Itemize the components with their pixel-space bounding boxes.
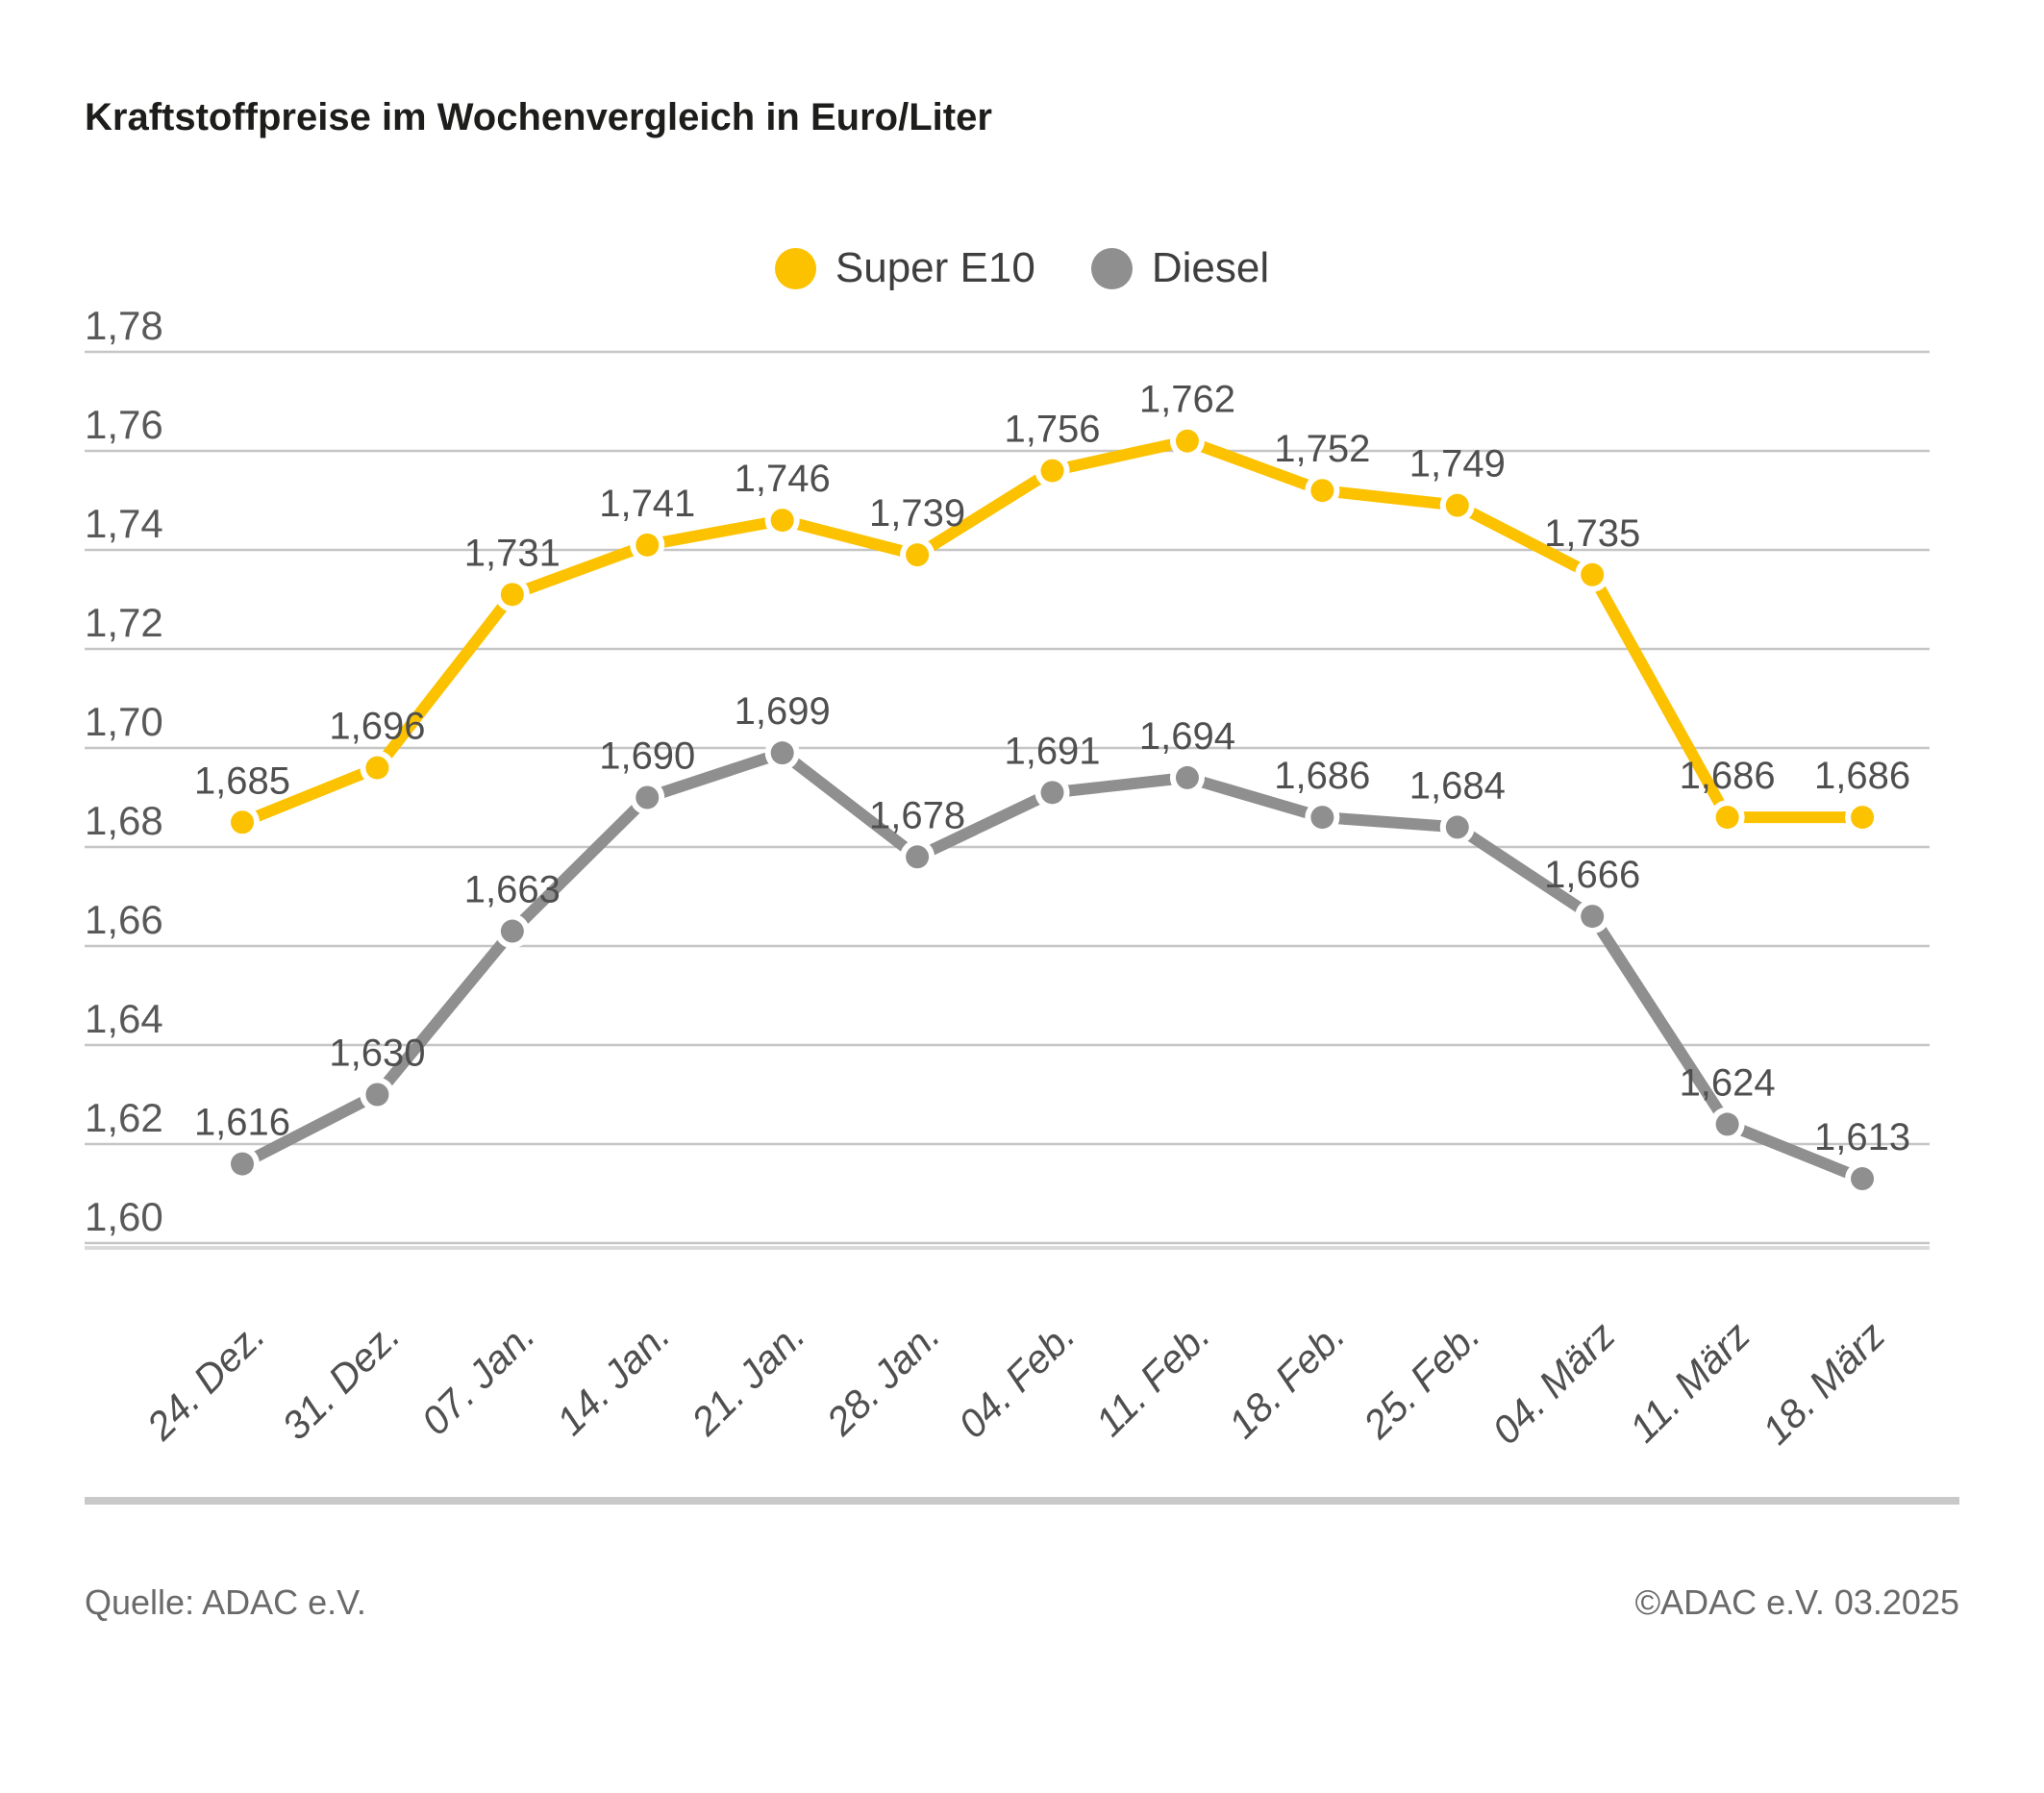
data-point-marker-diesel	[1851, 1167, 1875, 1191]
x-tick-label: 21. Jan.	[683, 1313, 813, 1444]
data-point-label-diesel: 1,691	[1004, 730, 1100, 772]
data-point-label-super-e10: 1,686	[1680, 755, 1776, 797]
data-point-marker-super-e10	[1040, 459, 1064, 483]
data-point-label-super-e10: 1,762	[1139, 379, 1235, 421]
footer-source: Quelle: ADAC e.V.	[85, 1582, 366, 1622]
x-tick-label: 28. Jan.	[817, 1313, 948, 1444]
data-point-marker-diesel	[906, 845, 930, 869]
y-tick-label: 1,64	[85, 996, 163, 1041]
data-point-marker-diesel	[1715, 1112, 1739, 1136]
y-tick-label: 1,62	[85, 1095, 163, 1140]
data-point-marker-diesel	[1581, 905, 1605, 929]
data-point-marker-diesel	[636, 785, 660, 809]
data-point-marker-super-e10	[636, 533, 660, 557]
data-point-marker-diesel	[500, 919, 524, 943]
data-point-label-diesel: 1,666	[1544, 854, 1640, 896]
data-point-label-super-e10: 1,685	[194, 760, 290, 802]
data-point-marker-super-e10	[1851, 806, 1875, 830]
y-tick-label: 1,60	[85, 1194, 163, 1239]
legend-label-diesel: Diesel	[1151, 244, 1270, 291]
data-point-marker-super-e10	[500, 583, 524, 607]
legend-label-super-e10: Super E10	[835, 244, 1035, 291]
data-point-label-super-e10: 1,731	[464, 532, 561, 574]
data-point-label-diesel: 1,624	[1680, 1061, 1776, 1104]
legend-item-super-e10: Super E10	[774, 244, 1035, 292]
data-point-marker-super-e10	[1175, 429, 1199, 453]
data-point-marker-super-e10	[231, 810, 254, 834]
data-point-label-super-e10: 1,735	[1544, 512, 1640, 555]
data-point-marker-diesel	[1175, 765, 1199, 789]
data-point-marker-diesel	[1310, 806, 1334, 830]
legend-dot-super-e10-icon	[774, 247, 816, 289]
data-point-marker-super-e10	[1445, 493, 1469, 517]
x-tick-label: 31. Dez.	[273, 1313, 409, 1449]
data-point-label-diesel: 1,663	[464, 869, 561, 911]
data-point-label-super-e10: 1,686	[1814, 755, 1910, 797]
data-point-label-super-e10: 1,739	[869, 492, 965, 535]
x-tick-label: 24. Dez.	[137, 1313, 273, 1449]
x-tick-label: 25. Feb.	[1355, 1313, 1489, 1448]
data-point-label-super-e10: 1,746	[735, 458, 831, 500]
chart-legend: Super E10 Diesel	[0, 244, 2044, 292]
y-tick-label: 1,72	[85, 600, 163, 645]
x-tick-label: 14. Jan.	[548, 1313, 679, 1444]
x-axis-line	[85, 1246, 1930, 1250]
y-tick-label: 1,68	[85, 798, 163, 843]
data-point-marker-super-e10	[1310, 479, 1334, 503]
y-tick-label: 1,76	[85, 402, 163, 447]
x-tick-label: 07. Jan.	[413, 1313, 544, 1444]
data-point-label-diesel: 1,699	[735, 690, 831, 733]
data-point-label-diesel: 1,678	[869, 794, 965, 836]
y-tick-label: 1,66	[85, 897, 163, 942]
data-point-label-diesel: 1,690	[599, 735, 695, 778]
y-tick-label: 1,74	[85, 501, 163, 546]
legend-item-diesel: Diesel	[1090, 244, 1270, 292]
data-point-marker-diesel	[1040, 781, 1064, 805]
footer-copyright: ©ADAC e.V. 03.2025	[1634, 1582, 1959, 1622]
x-tick-label: 11. März	[1621, 1313, 1758, 1451]
data-point-label-diesel: 1,613	[1814, 1116, 1910, 1158]
data-point-label-super-e10: 1,752	[1274, 428, 1370, 470]
y-tick-label: 1,70	[85, 699, 163, 744]
data-point-label-super-e10: 1,696	[329, 706, 425, 748]
data-point-marker-diesel	[365, 1083, 389, 1107]
data-point-marker-diesel	[1445, 815, 1469, 839]
data-point-label-super-e10: 1,741	[599, 483, 695, 525]
data-point-marker-super-e10	[1715, 806, 1739, 830]
series-line-diesel	[239, 747, 1865, 1184]
data-point-label-diesel: 1,684	[1409, 764, 1506, 807]
x-tick-label: 18. März	[1754, 1313, 1893, 1453]
footer-divider	[85, 1497, 1959, 1505]
data-point-label-diesel: 1,616	[194, 1102, 290, 1144]
x-tick-label: 04. Feb.	[950, 1313, 1084, 1447]
legend-dot-diesel-icon	[1090, 247, 1133, 289]
data-point-label-diesel: 1,686	[1274, 755, 1370, 797]
data-point-marker-diesel	[231, 1152, 254, 1176]
data-point-label-diesel: 1,630	[329, 1033, 425, 1075]
data-point-marker-super-e10	[770, 509, 794, 533]
x-tick-label: 04. März	[1483, 1313, 1623, 1453]
data-point-marker-super-e10	[365, 756, 389, 780]
x-tick-label: 11. Feb.	[1087, 1313, 1219, 1445]
data-point-marker-super-e10	[906, 543, 930, 567]
data-point-marker-diesel	[770, 741, 794, 765]
data-point-label-diesel: 1,694	[1139, 715, 1235, 758]
chart-title: Kraftstoffpreise im Wochenvergleich in E…	[85, 96, 992, 138]
x-tick-label: 18. Feb.	[1220, 1313, 1354, 1447]
data-point-label-super-e10: 1,749	[1409, 443, 1506, 486]
data-point-label-super-e10: 1,756	[1004, 409, 1100, 451]
data-point-marker-super-e10	[1581, 562, 1605, 586]
y-tick-label: 1,78	[85, 303, 163, 348]
